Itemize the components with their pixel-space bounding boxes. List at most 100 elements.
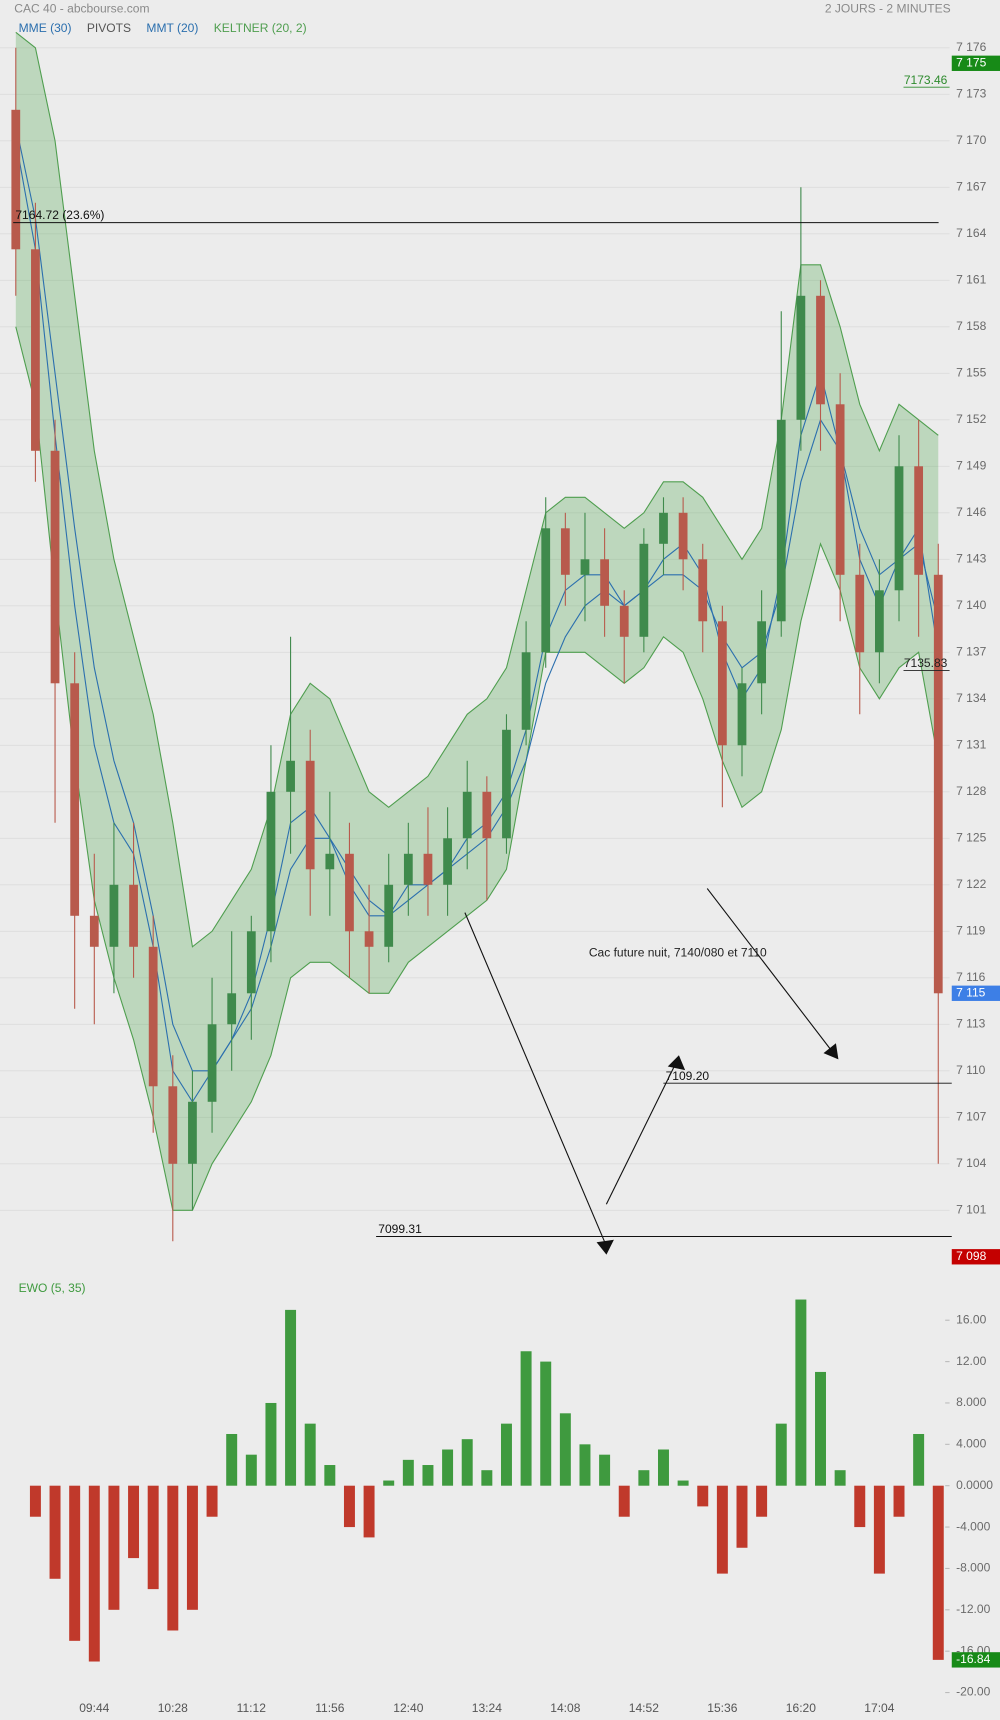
ewo-bar	[265, 1402, 277, 1486]
candle-body	[835, 404, 845, 575]
y-tick-label: 7 173	[956, 86, 986, 100]
value-badge-label: -16.84	[956, 1652, 990, 1666]
candle-body	[776, 419, 786, 622]
value-badge	[951, 1652, 1000, 1668]
y-tick-label: 7 146	[956, 505, 986, 519]
grid-layer	[0, 47, 950, 1694]
level-label: 7164.72 (23.6%)	[15, 208, 104, 222]
y-tick-label: 8.000	[956, 1395, 986, 1409]
ewo-bar	[893, 1485, 905, 1517]
price-badge	[951, 985, 1000, 1001]
candle-body	[345, 853, 354, 932]
layers: 7164.72 (23.6%) 7099.31 7109.20 7173.46 7135…	[0, 21, 1000, 1715]
arrows	[464, 888, 839, 1255]
y-tick-label: 7 158	[956, 319, 986, 333]
ewo-bar	[69, 1485, 81, 1641]
candle-body	[109, 884, 119, 947]
ewo-bar	[147, 1485, 159, 1590]
y-tick-label: 7 170	[956, 133, 986, 147]
y-tick-label: 12.00	[956, 1354, 986, 1368]
candle-body	[364, 931, 374, 947]
candle-body	[560, 528, 570, 575]
ewo-bar	[442, 1449, 454, 1486]
candle-body	[266, 791, 276, 932]
price-badge	[951, 55, 1000, 71]
candle-body	[423, 853, 433, 885]
legend-entry: MMT (20)	[146, 21, 198, 35]
ewo-bar	[461, 1439, 473, 1486]
ewo-bar	[363, 1485, 375, 1538]
candle-body	[698, 559, 708, 622]
ewo-bar	[343, 1485, 355, 1528]
levels-layer: 7164.72 (23.6%) 7099.31 7109.20 7173.46 7135…	[13, 73, 952, 1237]
candle-body	[875, 590, 884, 653]
y-tick-label: 7 101	[956, 1202, 986, 1216]
y-tick-label: 7 167	[956, 179, 986, 193]
candle-body	[11, 109, 21, 250]
level-label: 7109.20	[666, 1069, 710, 1083]
candle-body	[717, 621, 727, 746]
candle-body	[914, 466, 924, 575]
candle-body	[31, 249, 40, 451]
candle-body	[737, 683, 747, 746]
candle-body	[678, 512, 688, 560]
price-badge-label: 7 115	[956, 985, 986, 999]
ewo-bar	[618, 1485, 630, 1517]
ewo-bar	[540, 1361, 552, 1486]
y-tick-label: 7 113	[956, 1016, 986, 1030]
candle-body	[659, 512, 668, 544]
candle-body	[148, 946, 158, 1087]
ewo-bar	[775, 1423, 787, 1486]
legend-entry: PIVOTS	[87, 21, 131, 35]
ewo-bar	[245, 1454, 257, 1486]
y-tick-label: 7 137	[956, 644, 986, 658]
y-tick-label: 7 152	[956, 412, 986, 426]
ewo-bar	[658, 1449, 669, 1486]
candle-body	[443, 838, 452, 885]
ewo-bar	[520, 1351, 532, 1486]
y-tick-label: 7 155	[956, 365, 986, 379]
x-tick-label: 11:12	[237, 1701, 267, 1715]
y-tick-label: -12.00	[956, 1602, 990, 1616]
badges-layer: 7 175 7 115 7 098 -16.84	[951, 55, 1000, 1668]
candle-body	[521, 652, 531, 730]
y-tick-label: 7 107	[956, 1109, 986, 1123]
ewo-bar	[716, 1485, 728, 1574]
ewo-bar	[932, 1485, 944, 1660]
y-tick-label: 7 104	[956, 1156, 986, 1170]
candle-body	[757, 621, 767, 684]
level-label: 7099.31	[378, 1222, 422, 1236]
candle-body	[227, 993, 237, 1025]
price-marker-label: 7173.46	[904, 73, 948, 87]
x-tick-label: 14:52	[629, 1701, 659, 1715]
arrowhead	[596, 1239, 614, 1255]
x-tick-label: 11:56	[315, 1701, 345, 1715]
x-tick-label: 09:44	[79, 1701, 109, 1715]
y-tick-label: -4.000	[956, 1519, 990, 1533]
ewo-bar	[559, 1413, 571, 1486]
y-tick-label: 7 128	[956, 784, 986, 798]
arrow	[605, 1061, 678, 1205]
candle-body	[403, 853, 413, 885]
candle-body	[619, 605, 629, 637]
candle-body	[70, 683, 80, 916]
candles-layer	[11, 47, 944, 1662]
candle-body	[796, 295, 806, 420]
ewo-bar	[88, 1485, 100, 1662]
annotation: Cac future nuit, 7140/080 et 7110	[589, 945, 767, 959]
ewo-bar	[481, 1470, 493, 1486]
candle-body	[816, 295, 825, 405]
y-tick-label: 7 116	[956, 970, 986, 984]
arrowhead	[823, 1043, 839, 1060]
ewo-bar	[285, 1309, 297, 1486]
candle-body	[286, 760, 295, 792]
y-tick-label: 7 143	[956, 551, 986, 565]
legend-entry: MME (30)	[19, 21, 72, 35]
candle-body	[933, 574, 943, 994]
y-tick-label: -20.00	[956, 1685, 990, 1699]
x-tick-label: 10:28	[158, 1701, 188, 1715]
arrow	[464, 912, 607, 1247]
ewo-bar	[29, 1485, 41, 1517]
